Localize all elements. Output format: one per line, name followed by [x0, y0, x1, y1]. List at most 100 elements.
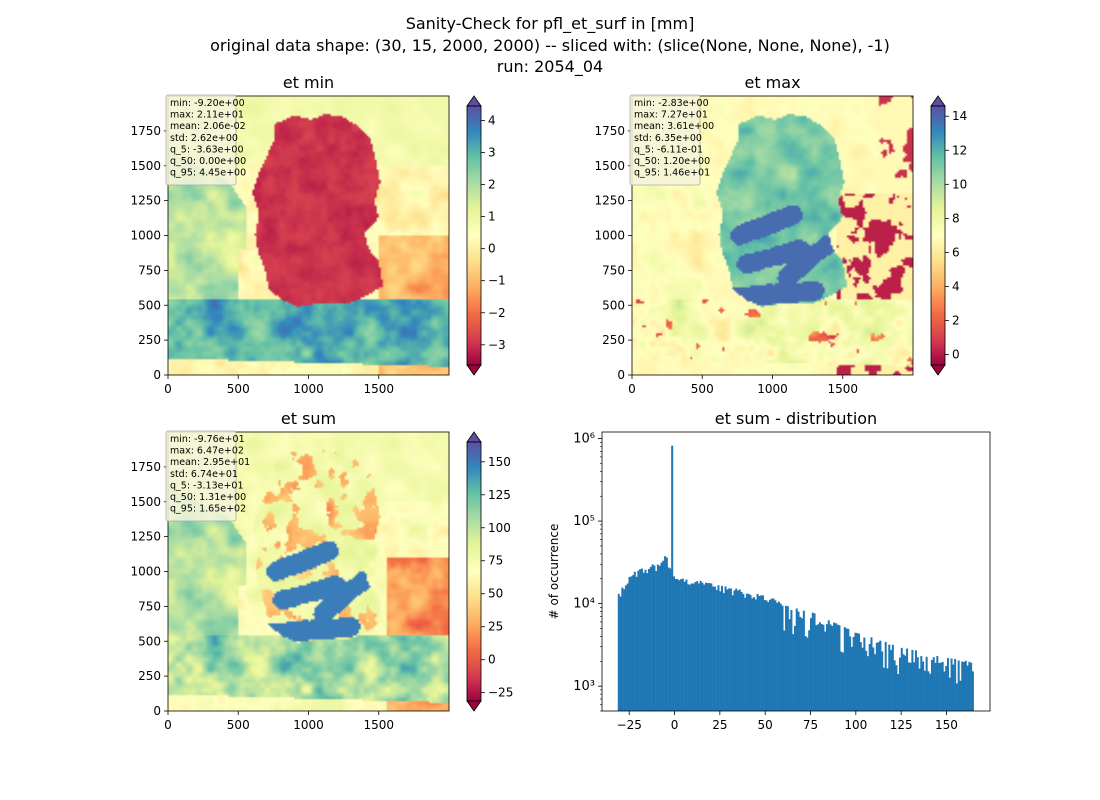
histogram-bar	[680, 579, 682, 711]
histogram-bar	[956, 683, 958, 711]
histogram-bar	[876, 643, 878, 711]
histogram-bar	[794, 626, 796, 711]
histogram-bar	[942, 662, 944, 711]
histogram-bar	[669, 568, 671, 711]
histogram-bar	[627, 583, 629, 711]
histogram-bar	[906, 649, 908, 711]
histogram-bar	[901, 648, 903, 711]
histogram-bar	[691, 583, 693, 711]
histogram-bar	[709, 583, 711, 711]
colorbar-tick-label: −3	[488, 338, 506, 352]
histogram-bar	[710, 583, 712, 711]
histogram-bar	[693, 584, 695, 711]
histogram-bar	[621, 588, 623, 711]
histogram-bar	[765, 600, 767, 711]
histogram-bar	[814, 613, 816, 711]
histogram-bar	[922, 662, 924, 711]
histogram-bar	[739, 590, 741, 711]
colorbar-tick-label: 1	[488, 210, 496, 224]
stats-line: q_95: 4.45e+00	[170, 168, 246, 179]
histogram-bar	[632, 575, 634, 711]
histogram-bar	[911, 650, 913, 711]
histogram-bar	[732, 595, 734, 711]
x-tick-label: 125	[890, 718, 913, 732]
histogram-panel: et sum - distribution −25 0 25 50 75 100 125 150…	[547, 409, 990, 732]
histogram-bar	[735, 589, 737, 711]
histogram-bar	[737, 591, 739, 711]
histogram-bar	[623, 589, 625, 711]
colorbar-extend-max	[467, 432, 481, 442]
colorbar-tick-label: 3	[488, 145, 496, 159]
figure-title-line: Sanity-Check for pfl_et_surf in [mm]	[406, 14, 695, 34]
histogram-bar	[863, 638, 865, 711]
y-tick-label: 750	[602, 263, 625, 277]
histogram-bar	[653, 566, 655, 711]
histogram-bar	[675, 579, 677, 711]
y-tick-label: 1000	[130, 565, 161, 579]
histogram-bar	[838, 625, 840, 711]
histogram-bar	[958, 661, 960, 711]
y-tick-label: 1500	[130, 159, 161, 173]
histogram-bar	[785, 606, 787, 711]
histogram-bar	[762, 595, 764, 711]
histogram-bar	[662, 561, 664, 711]
y-tick-label: 0	[153, 704, 161, 718]
histogram-bar	[929, 674, 931, 711]
histogram-bar	[733, 590, 735, 711]
histogram-bar	[644, 570, 646, 711]
histogram-bar	[789, 619, 791, 711]
y-tick-label: 500	[602, 298, 625, 312]
histogram-bar	[719, 591, 721, 711]
colorbar-tick-label: 150	[488, 455, 511, 469]
y-tick-label: 1500	[130, 495, 161, 509]
histogram-bar	[952, 665, 954, 711]
colorbar-tick-label: 8	[952, 211, 960, 225]
y-tick-label: 500	[138, 298, 161, 312]
x-tick-label: 25	[712, 718, 727, 732]
histogram-bar	[959, 681, 961, 711]
histogram-bar	[716, 590, 718, 711]
y-tick-label: 500	[138, 634, 161, 648]
histogram-bar	[796, 608, 798, 711]
colorbar-extend-min	[467, 701, 481, 711]
y-tick-label: 250	[138, 333, 161, 347]
histogram-bar	[910, 663, 912, 711]
histogram-bars	[618, 446, 974, 711]
histogram-bar	[915, 650, 917, 711]
colorbar-tick-label: 100	[488, 521, 511, 535]
histogram-bar	[792, 634, 794, 711]
colorbar-tick-label: 125	[488, 488, 511, 502]
x-tick-label: 1000	[757, 382, 788, 396]
histogram-bar	[888, 645, 890, 711]
histogram-bar	[803, 611, 805, 711]
histogram-bar	[799, 617, 801, 711]
stats-line: min: -2.83e+00	[634, 98, 709, 109]
colorbar-tick-label: 0	[488, 653, 496, 667]
colorbar-extend-min	[467, 365, 481, 375]
colorbar-extend-max	[931, 96, 945, 106]
histogram-bar	[742, 594, 744, 711]
y-tick-label: 10⁶	[573, 432, 595, 447]
histogram-bar	[650, 567, 652, 711]
histogram-bar	[967, 666, 969, 711]
x-tick-label: 0	[671, 718, 679, 732]
histogram-bar	[943, 671, 945, 711]
stats-line: std: 2.62e+00	[170, 133, 238, 144]
histogram-bar	[961, 662, 963, 711]
x-tick-label: −25	[617, 718, 642, 732]
y-tick-label: 1000	[594, 229, 625, 243]
y-tick-label: 1250	[130, 194, 161, 208]
histogram-bar	[660, 563, 662, 711]
histogram-bar	[671, 446, 673, 711]
histogram-bar	[618, 594, 620, 711]
stats-line: q_50: 1.20e+00	[634, 156, 710, 167]
x-tick-label: 0	[628, 382, 636, 396]
histogram-bar	[847, 629, 849, 711]
histogram-bar	[897, 674, 899, 711]
colorbar-tick-label: 2	[952, 314, 960, 328]
colorbar-extend-max	[467, 96, 481, 106]
histogram-bar	[938, 663, 940, 711]
colorbar-tick-label: −2	[488, 306, 506, 320]
colorbar-tick-label: 25	[488, 620, 503, 634]
y-tick-label: 1750	[130, 124, 161, 138]
